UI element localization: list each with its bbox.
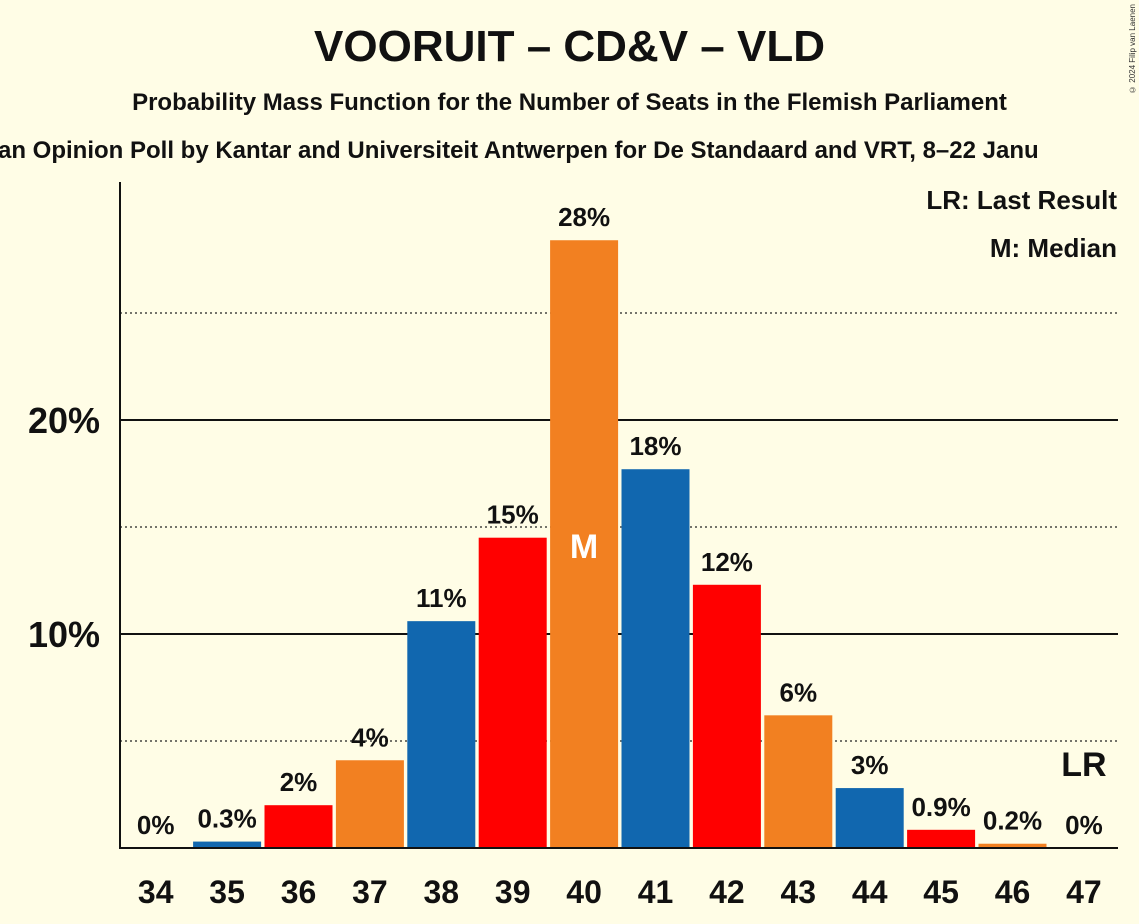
x-tick-37: 37 [352, 874, 388, 910]
x-tick-42: 42 [709, 874, 745, 910]
y-tick-10: 10% [28, 614, 100, 655]
legend-item-1: M: Median [990, 233, 1117, 263]
bar-46 [978, 843, 1047, 848]
x-tick-43: 43 [781, 874, 817, 910]
x-tick-45: 45 [923, 874, 959, 910]
value-label-47: 0% [1065, 810, 1103, 840]
x-tick-labels: 34 35 36 37 38 39 40 41 42 43 44 45 46 47 [138, 874, 1102, 910]
bar-42 [692, 584, 761, 848]
value-label-34: 0% [137, 810, 175, 840]
value-label-36: 2% [280, 767, 318, 797]
value-label-42: 12% [701, 547, 753, 577]
bar-41 [621, 469, 690, 848]
bar-36 [264, 805, 333, 848]
x-tick-40: 40 [566, 874, 602, 910]
value-label-41: 18% [629, 431, 681, 461]
chart-title: VOORUIT – CD&V – VLD [314, 22, 825, 71]
value-label-40: 28% [558, 202, 610, 232]
value-label-38: 11% [416, 583, 467, 613]
bar-44 [835, 788, 904, 848]
bar-39 [478, 537, 547, 848]
x-tick-46: 46 [995, 874, 1031, 910]
y-tick-labels: 10% 20% [28, 400, 100, 655]
last-result-marker: LR [1061, 746, 1106, 784]
value-label-39: 15% [487, 500, 539, 530]
value-label-37: 4% [351, 722, 389, 752]
bars [193, 240, 1047, 849]
x-tick-39: 39 [495, 874, 531, 910]
chart-source: an Opinion Poll by Kantar and Universite… [0, 137, 1039, 164]
x-tick-36: 36 [281, 874, 317, 910]
bar-37 [335, 760, 404, 848]
bar-40 [550, 240, 619, 849]
bar-38 [407, 621, 476, 848]
x-tick-41: 41 [638, 874, 674, 910]
value-label-44: 3% [851, 750, 889, 780]
value-labels: 0% 0.3% 2% 4% 11% 15% 28% 18% 12% 6% 3% 0.9% 0.2% 0% M… [137, 202, 1107, 840]
x-tick-47: 47 [1066, 874, 1102, 910]
bar-45 [907, 829, 976, 848]
axes [119, 182, 1118, 849]
x-tick-44: 44 [852, 874, 888, 910]
bar-35 [193, 841, 262, 848]
x-tick-38: 38 [424, 874, 460, 910]
value-label-45: 0.9% [911, 792, 970, 822]
gridlines [120, 312, 1118, 742]
value-label-46: 0.2% [983, 806, 1042, 836]
y-tick-20: 20% [28, 400, 100, 441]
bar-43 [764, 715, 833, 848]
value-label-43: 6% [780, 677, 818, 707]
x-tick-34: 34 [138, 874, 174, 910]
legend-item-0: LR: Last Result [926, 185, 1117, 215]
median-marker: M [570, 528, 598, 566]
legend: LR: Last Result M: Median [926, 185, 1117, 263]
chart-subtitle: Probability Mass Function for the Number… [132, 89, 1007, 116]
value-label-35: 0.3% [197, 804, 256, 834]
x-tick-35: 35 [209, 874, 245, 910]
